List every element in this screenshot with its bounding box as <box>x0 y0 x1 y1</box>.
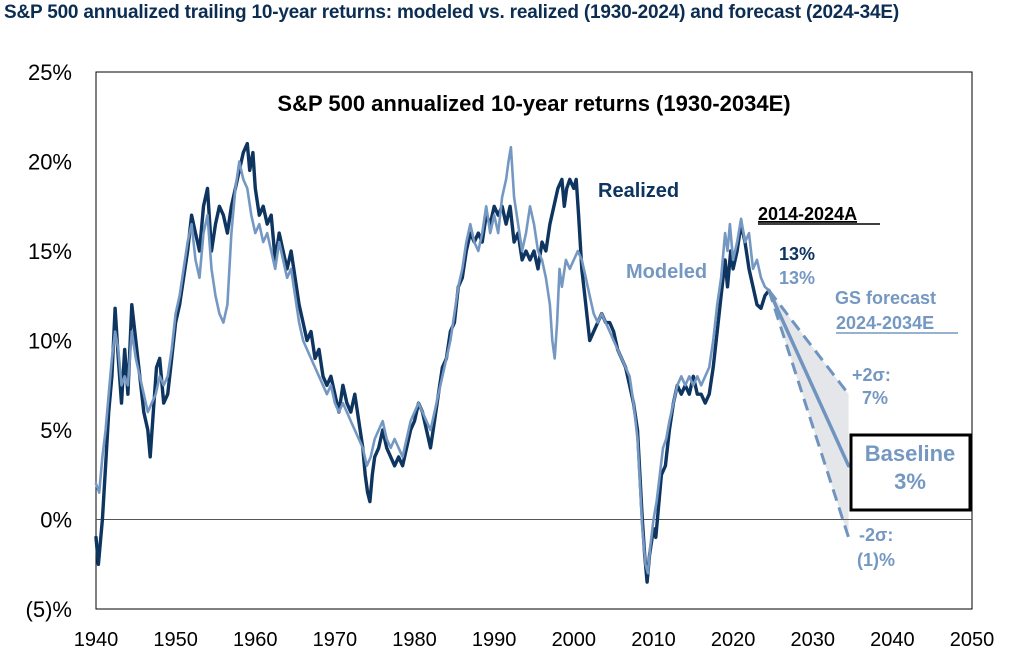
x-tick-label: 1970 <box>313 629 358 651</box>
baseline-value: 3% <box>894 469 926 494</box>
page-title: S&P 500 annualized trailing 10-year retu… <box>4 2 900 23</box>
x-tick-label: 2030 <box>790 629 835 651</box>
x-tick-label: 1990 <box>472 629 517 651</box>
forecast-label-line1: GS forecast <box>835 288 936 308</box>
y-tick-label: 5% <box>40 418 72 443</box>
series-line-realized <box>94 141 771 584</box>
modeled-value: 13% <box>779 268 815 288</box>
forecast-label-line2: 2024-2034E <box>836 313 934 333</box>
minus2-label: -2σ: <box>859 525 893 545</box>
y-axis: (5)% 0% 5% 10% 15% 20% 25% <box>26 60 72 622</box>
y-tick-label: 25% <box>28 60 72 85</box>
plot-area-border <box>95 71 973 610</box>
x-tick-label: 2000 <box>552 629 597 651</box>
x-tick-label: 2040 <box>870 629 915 651</box>
forecast-upper-line <box>767 289 850 396</box>
series-line-modeled <box>94 145 771 575</box>
baseline-label: Baseline <box>865 441 956 466</box>
y-tick-label: 10% <box>28 329 72 354</box>
forecast-layer <box>767 288 851 538</box>
modeled-label: Modeled <box>626 261 707 283</box>
y-tick-label: 0% <box>40 508 72 533</box>
x-axis: 1940 1950 1960 1970 1980 1990 2000 2010 2020 2030… <box>74 629 995 651</box>
period-label: 2014-2024A <box>758 204 857 224</box>
x-tick-label: 1980 <box>392 629 437 651</box>
realized-value: 13% <box>779 244 815 264</box>
y-tick-label: 20% <box>28 150 72 175</box>
x-tick-label: 1940 <box>74 629 119 651</box>
minus2-value: (1)% <box>857 550 895 570</box>
series-layer <box>94 141 771 584</box>
x-tick-label: 2010 <box>631 629 676 651</box>
x-tick-label: 1950 <box>153 629 198 651</box>
plus2-value: 7% <box>862 388 888 408</box>
forecast-baseline-line <box>767 288 851 468</box>
plus2-label: +2σ: <box>852 365 891 385</box>
realized-label: Realized <box>598 180 679 202</box>
x-tick-label: 1960 <box>233 629 278 651</box>
x-tick-label: 2050 <box>950 629 995 651</box>
baseline-box <box>849 433 972 512</box>
chart-title: S&P 500 annualized 10-year returns (1930… <box>277 91 790 116</box>
x-tick-label: 2020 <box>711 629 756 651</box>
y-tick-label: 15% <box>28 239 72 264</box>
forecast-lower-line <box>767 289 850 538</box>
y-tick-label: (5)% <box>26 597 72 622</box>
